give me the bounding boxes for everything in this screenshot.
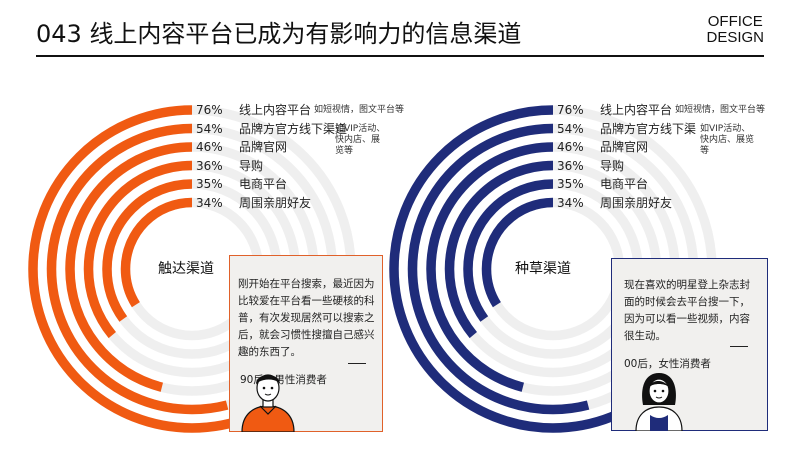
page-title: 043 线上内容平台已成为有影响力的信息渠道 bbox=[36, 20, 522, 48]
seed-legend-label: 导购 bbox=[600, 158, 625, 173]
reach-note-platform: 如短视情，图文平台等 bbox=[314, 105, 405, 115]
seed-ring-arc bbox=[481, 197, 625, 341]
seed-quote-text: 现在喜欢的明星登上杂志封面的时候会去平台搜一下，因为可以看一些视频，内容很生动。 bbox=[624, 279, 750, 342]
reach-legend-percent: 76% bbox=[196, 103, 223, 117]
seed-legend-percent: 46% bbox=[557, 140, 584, 154]
reach-note-offline: 如VIP活动、快内店、展览等 bbox=[335, 124, 386, 156]
reach-quote-text: 刚开始在平台搜索，最近因为比较爱在平台看一些硬核的科普，有次发现居然可以搜索之后… bbox=[238, 278, 375, 358]
seed-ring-arc bbox=[463, 179, 643, 359]
seed-legend-percent: 36% bbox=[557, 158, 584, 173]
reach-legend-percent: 46% bbox=[196, 140, 223, 154]
seed-legend-percent: 76% bbox=[557, 103, 584, 117]
brand-logo: OFFICE DESIGN bbox=[706, 14, 764, 46]
reach-legend-percent: 36% bbox=[196, 158, 223, 173]
reach-legend-percent: 35% bbox=[196, 177, 223, 191]
seed-ring-arc bbox=[426, 142, 680, 396]
seed-quote-dash bbox=[730, 346, 748, 347]
seed-legend-percent: 34% bbox=[557, 195, 584, 210]
seed-legend-label: 线上内容平台 bbox=[600, 103, 673, 117]
header-divider bbox=[36, 55, 764, 57]
reach-ring-arc bbox=[83, 160, 301, 378]
seed-attribution: 00后，女性消费者 bbox=[624, 358, 711, 370]
female-consumer-avatar bbox=[635, 373, 683, 431]
reach-legend-label: 导购 bbox=[239, 158, 264, 173]
reach-ring-arc bbox=[120, 197, 264, 341]
seed-ring-arc bbox=[444, 160, 662, 378]
seed-legend-percent: 54% bbox=[557, 121, 584, 136]
seed-legend-percent: 35% bbox=[557, 177, 584, 191]
reach-legend-label: 线上内容平台 bbox=[239, 103, 312, 117]
reach-legend-label: 电商平台 bbox=[239, 177, 288, 191]
seed-center-label: 种草渠道 bbox=[515, 261, 571, 277]
reach-ring-group bbox=[28, 105, 356, 433]
seed-legend-label: 电商平台 bbox=[600, 177, 649, 191]
brand-line-1: OFFICE bbox=[707, 13, 763, 30]
seed-note-platform: 如短视情，图文平台等 bbox=[675, 105, 766, 115]
seed-legend-label: 周围亲朋好友 bbox=[600, 195, 673, 210]
seed-ring-arc bbox=[407, 123, 699, 415]
reach-ring-arc bbox=[65, 142, 319, 396]
reach-legend-label: 周围亲朋好友 bbox=[239, 195, 312, 210]
seed-quote-card: 现在喜欢的明星登上杂志封面的时候会去平台搜一下，因为可以看一些视频，内容很生动。… bbox=[611, 258, 768, 431]
reach-center-label: 触达渠道 bbox=[158, 261, 214, 277]
reach-quote-card: 刚开始在平台搜索，最近因为比较爱在平台看一些硬核的科普，有次发现居然可以搜索之后… bbox=[229, 255, 383, 432]
male-consumer-avatar bbox=[241, 374, 295, 432]
reach-ring-arc bbox=[46, 123, 338, 415]
reach-legend-label: 品牌方官方线下渠道 bbox=[239, 121, 348, 136]
seed-legend-label: 品牌方官方线下渠 bbox=[600, 121, 697, 136]
reach-legend-percent: 54% bbox=[196, 121, 223, 136]
reach-legend-percent: 34% bbox=[196, 195, 223, 210]
seed-legend-label: 品牌官网 bbox=[600, 140, 649, 154]
reach-ring-arc bbox=[102, 179, 282, 359]
seed-note-offline: 如VIP活动、快内店、展览等 bbox=[700, 124, 755, 156]
brand-line-2: DESIGN bbox=[706, 29, 764, 46]
reach-quote-dash bbox=[348, 363, 366, 364]
reach-legend-label: 品牌官网 bbox=[239, 140, 288, 154]
